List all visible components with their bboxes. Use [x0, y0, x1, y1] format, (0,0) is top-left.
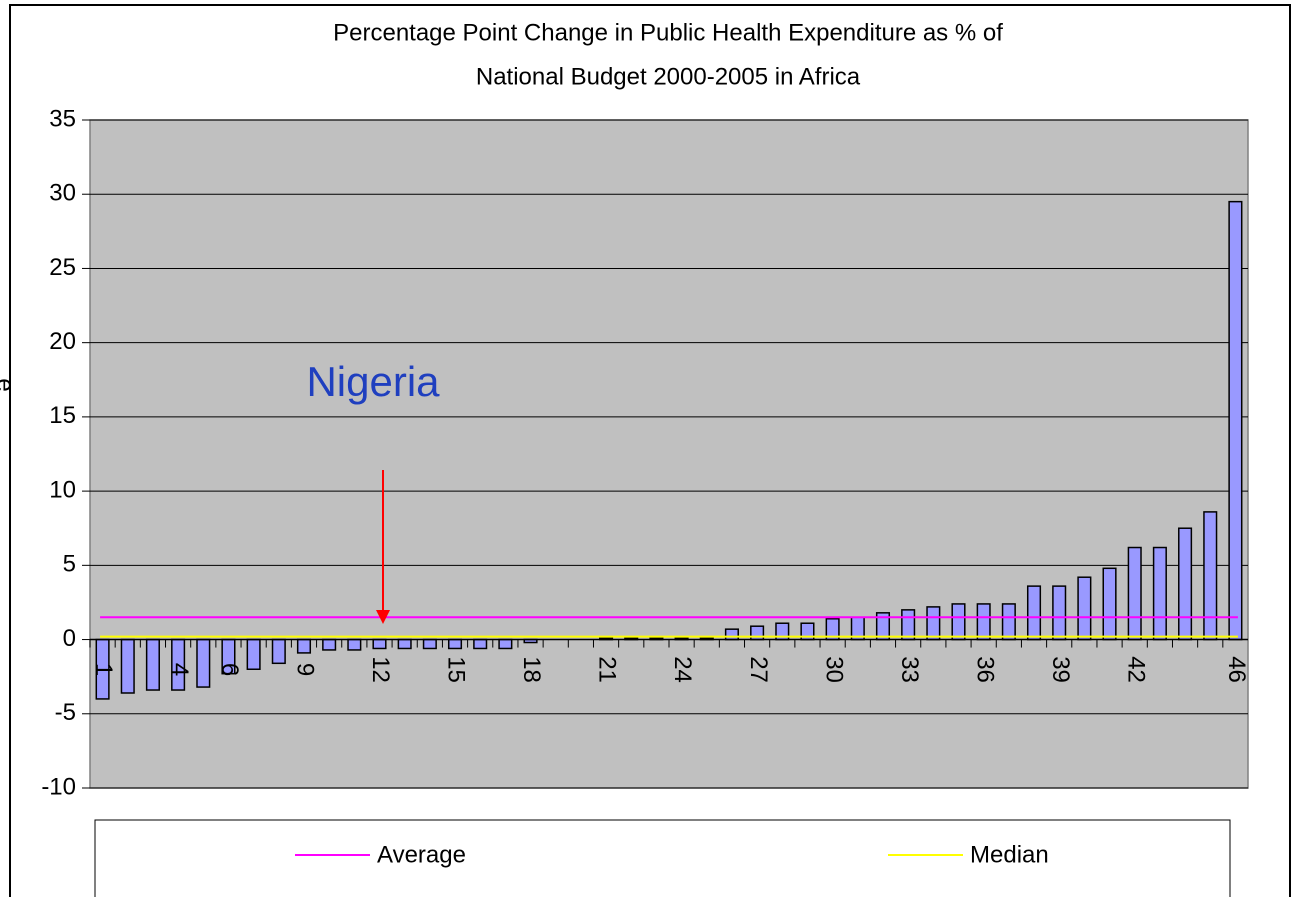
bar: [1203, 511, 1218, 641]
x-tick-label: 33: [896, 656, 923, 683]
y-tick-label: 35: [49, 105, 76, 132]
annotation: Nigeria: [306, 358, 440, 405]
bar: [422, 638, 437, 650]
bar: [926, 606, 941, 641]
x-tick-label: 21: [594, 656, 621, 683]
bar: [976, 603, 991, 641]
x-tick-label: 15: [443, 656, 470, 683]
x-tick-label: 4: [166, 663, 193, 676]
legend-box: [94, 819, 1231, 897]
x-tick-label: 1: [90, 663, 117, 676]
legend-label: Average: [377, 841, 466, 868]
bar: [1026, 585, 1042, 641]
y-tick-label: -10: [41, 773, 76, 800]
bar: [145, 638, 160, 691]
bar: [901, 609, 916, 641]
y-tick-label: 0: [63, 625, 76, 652]
y-tick-label: 15: [49, 402, 76, 429]
x-tick-label: 18: [518, 656, 545, 683]
bar: [473, 638, 488, 650]
bar: [1052, 585, 1067, 641]
y-tick-label: 10: [49, 476, 76, 503]
bar: [372, 638, 387, 650]
legend-label: Median: [970, 841, 1049, 868]
y-tick-label: 20: [49, 328, 76, 355]
x-tick-label: 42: [1122, 656, 1149, 683]
bar: [120, 638, 135, 694]
annotation-arrowhead: [376, 610, 390, 624]
bar: [1127, 546, 1142, 641]
x-tick-label: 36: [971, 656, 998, 683]
x-tick-label: 6: [216, 663, 243, 676]
x-tick-label: 39: [1047, 656, 1074, 683]
bar: [498, 638, 513, 650]
bar: [1077, 576, 1092, 641]
y-tick-label: -5: [55, 699, 76, 726]
bar: [196, 638, 211, 688]
y-tick-label: 5: [63, 551, 76, 578]
bar: [347, 638, 362, 651]
y-tick-label: 25: [49, 254, 76, 281]
chart-title: Percentage Point Change in Public Health…: [333, 19, 1003, 46]
bar: [447, 638, 463, 650]
bar: [724, 628, 739, 641]
x-tick-label: 46: [1223, 656, 1250, 683]
bar: [1228, 200, 1243, 641]
y-tick-label: 30: [49, 180, 76, 207]
x-tick-label: 12: [367, 656, 394, 683]
bar: [1001, 603, 1016, 641]
bar: [1102, 567, 1117, 641]
bar: [951, 603, 966, 641]
bar: [322, 638, 337, 651]
x-tick-label: 30: [820, 656, 847, 683]
plot-area: [89, 119, 1249, 789]
y-axis-label: e: [0, 378, 19, 391]
bar: [296, 638, 312, 654]
bar: [246, 638, 261, 670]
x-tick-label: 27: [745, 656, 772, 683]
bar: [1152, 546, 1167, 641]
x-tick-label: 24: [669, 656, 696, 683]
chart-subtitle: National Budget 2000-2005 in Africa: [476, 63, 861, 90]
x-tick-label: 9: [292, 663, 319, 676]
bar: [271, 638, 286, 665]
bar: [397, 638, 412, 650]
bar: [1178, 527, 1193, 641]
